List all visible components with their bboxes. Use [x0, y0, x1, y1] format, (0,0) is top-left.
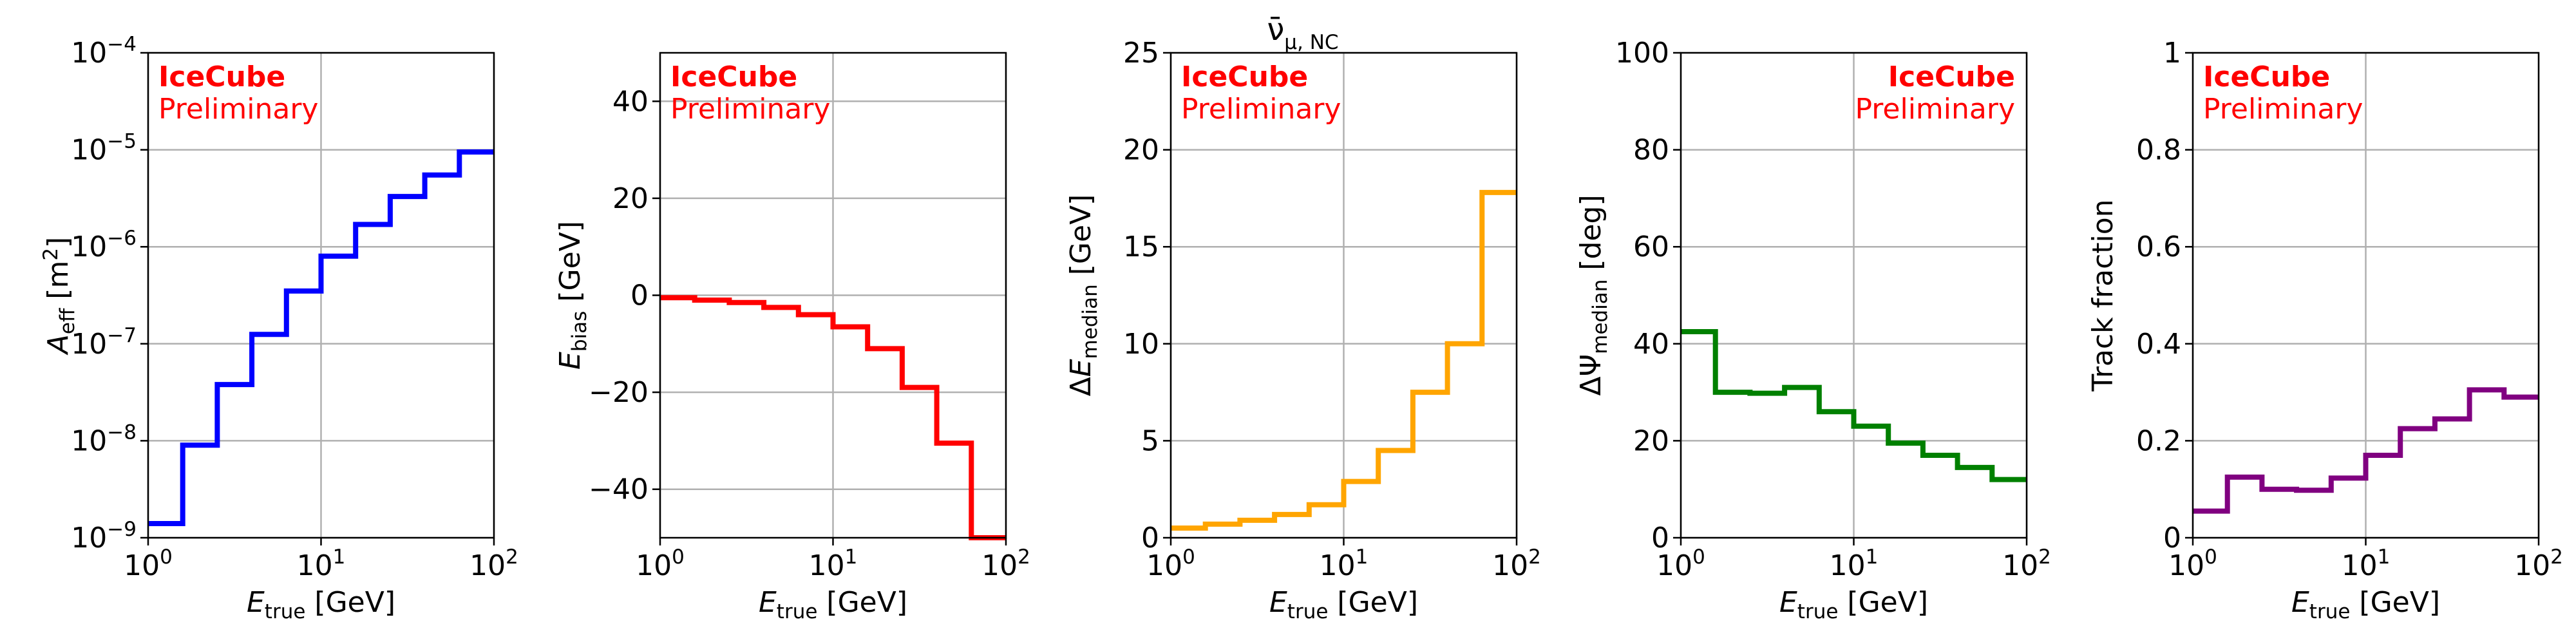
y-tick-label: 10−5	[71, 130, 137, 167]
y-tick-label: 40	[612, 85, 649, 118]
x-tick-label: 100	[124, 545, 173, 582]
watermark-preliminary: Preliminary	[158, 93, 318, 126]
watermark-icecube: IceCube	[670, 61, 797, 93]
x-axis-label: Etrue [GeV]	[1269, 586, 1418, 623]
y-tick-label: 5	[1141, 424, 1159, 457]
step-series-line	[1681, 328, 2027, 482]
x-tick-label: 100	[636, 545, 685, 582]
y-tick-label: 0	[1651, 522, 1669, 554]
y-tick-label: 10−8	[71, 421, 137, 457]
y-tick-label: 0.6	[2136, 231, 2181, 263]
y-tick-label: −40	[589, 473, 649, 506]
x-tick-label: 101	[1830, 545, 1879, 582]
x-tick-label: 102	[981, 545, 1030, 582]
y-tick-label: 20	[1123, 134, 1159, 167]
watermark-preliminary: Preliminary	[670, 93, 830, 126]
x-tick-label: 100	[1146, 545, 1195, 582]
y-tick-label: 0.2	[2136, 424, 2181, 457]
y-axis-label: ΔΨmedian [deg]	[1575, 194, 1612, 395]
y-tick-label: 10	[1123, 328, 1159, 361]
watermark-icecube: IceCube	[1888, 61, 2015, 93]
watermark-icecube: IceCube	[1181, 61, 1308, 93]
watermark-icecube: IceCube	[158, 61, 285, 93]
chart-panel-3: 100 101 102 0 5 10 15 20 25 Etrue [GeV] ΔEmedian […	[1065, 37, 1541, 623]
x-tick-label: 100	[2168, 545, 2217, 582]
chart-panel-2: 100 101 102 −40 −20 0 20 40 Etrue [GeV] Ebias [Ge…	[554, 52, 1030, 623]
y-axis-label: Track fraction	[2087, 199, 2119, 392]
x-axis-label: Etrue [GeV]	[247, 586, 395, 623]
x-tick-label: 101	[2342, 545, 2391, 582]
y-tick-label: 0	[2163, 522, 2181, 554]
y-tick-label: 10−4	[71, 33, 137, 70]
figure-title-base: ν̄	[1267, 12, 1284, 48]
y-tick-label: 10−6	[71, 227, 137, 263]
x-tick-label: 101	[1320, 545, 1368, 582]
y-tick-label: 0	[630, 279, 649, 312]
watermark-preliminary: Preliminary	[1855, 93, 2015, 126]
x-tick-label: 102	[2514, 545, 2563, 582]
x-tick-label: 102	[469, 545, 518, 582]
y-tick-label: 0.8	[2136, 134, 2181, 167]
x-axis-label: Etrue [GeV]	[1779, 586, 1928, 623]
y-tick-label: 15	[1123, 231, 1159, 263]
y-tick-label: 100	[1615, 37, 1669, 70]
watermark-icecube: IceCube	[2203, 61, 2330, 93]
y-tick-label: −20	[589, 376, 649, 409]
chart-panel-4: 100 101 102 0 20 40 60 80 100 Etrue [GeV] ΔΨmedian…	[1575, 37, 2051, 623]
y-tick-label: 25	[1123, 37, 1159, 70]
step-series-line	[660, 295, 1006, 540]
x-tick-label: 101	[809, 545, 858, 582]
x-axis-label: Etrue [GeV]	[759, 586, 907, 623]
step-series-line	[148, 149, 494, 526]
y-tick-label: 10−7	[71, 324, 137, 361]
y-tick-label: 0	[1141, 522, 1159, 554]
y-tick-label: 60	[1633, 231, 1669, 263]
y-tick-label: 20	[1633, 424, 1669, 457]
y-axis-label: Ebias [GeV]	[554, 221, 591, 370]
x-axis-label: Etrue [GeV]	[2291, 586, 2440, 623]
x-tick-label: 102	[2002, 545, 2051, 582]
x-tick-label: 101	[297, 545, 346, 582]
watermark-preliminary: Preliminary	[1181, 93, 1341, 126]
y-tick-label: 0.4	[2136, 328, 2181, 361]
y-axis-label: Aeff [m2]	[39, 237, 79, 355]
figure-title-sub: μ, NC	[1284, 31, 1338, 54]
chart-panel-5: 100 101 102 0 0.2 0.4 0.6 0.8 1 Etrue [GeV] Track …	[2087, 37, 2563, 623]
y-axis-label: ΔEmedian [GeV]	[1065, 194, 1102, 397]
y-tick-label: 1	[2163, 37, 2181, 70]
y-tick-label: 40	[1633, 328, 1669, 361]
y-tick-label: 80	[1633, 134, 1669, 167]
x-tick-label: 100	[1656, 545, 1705, 582]
step-series-line	[2193, 387, 2539, 514]
x-tick-label: 102	[1492, 545, 1541, 582]
y-tick-label: 10−9	[71, 518, 137, 554]
figure-title: ν̄μ, NC	[1267, 12, 1338, 54]
chart-panel-1: 100 101 102 10−9 10−8 10−7 10−6 10−5 10−4 Etrue […	[39, 33, 518, 623]
step-series-line	[1171, 189, 1517, 531]
y-tick-label: 20	[612, 182, 649, 215]
watermark-preliminary: Preliminary	[2203, 93, 2363, 126]
